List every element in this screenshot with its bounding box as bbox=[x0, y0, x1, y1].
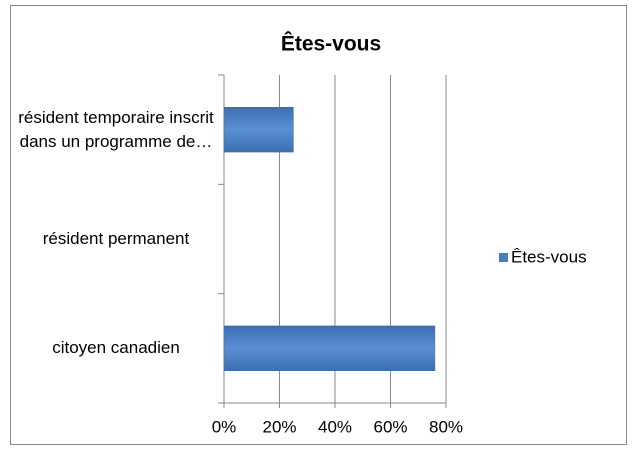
y-tick-label: résident permanent bbox=[42, 228, 190, 248]
legend-swatch bbox=[499, 253, 508, 262]
y-tick-label: résident temporaire inscrit dans un prog… bbox=[18, 107, 214, 151]
bar bbox=[223, 325, 436, 371]
x-tick-label: 60% bbox=[373, 417, 407, 436]
x-tick-label: 80% bbox=[429, 417, 463, 436]
y-tick-label: citoyen canadien bbox=[52, 338, 180, 358]
chart-border bbox=[10, 5, 627, 445]
bar bbox=[223, 107, 294, 153]
x-tick-label: 20% bbox=[262, 417, 296, 436]
chart-title: Êtes-vous bbox=[281, 32, 381, 56]
legend-label: Êtes-vous bbox=[511, 247, 587, 266]
x-tick-label: 40% bbox=[318, 417, 352, 436]
x-tick-label: 0% bbox=[212, 417, 237, 436]
